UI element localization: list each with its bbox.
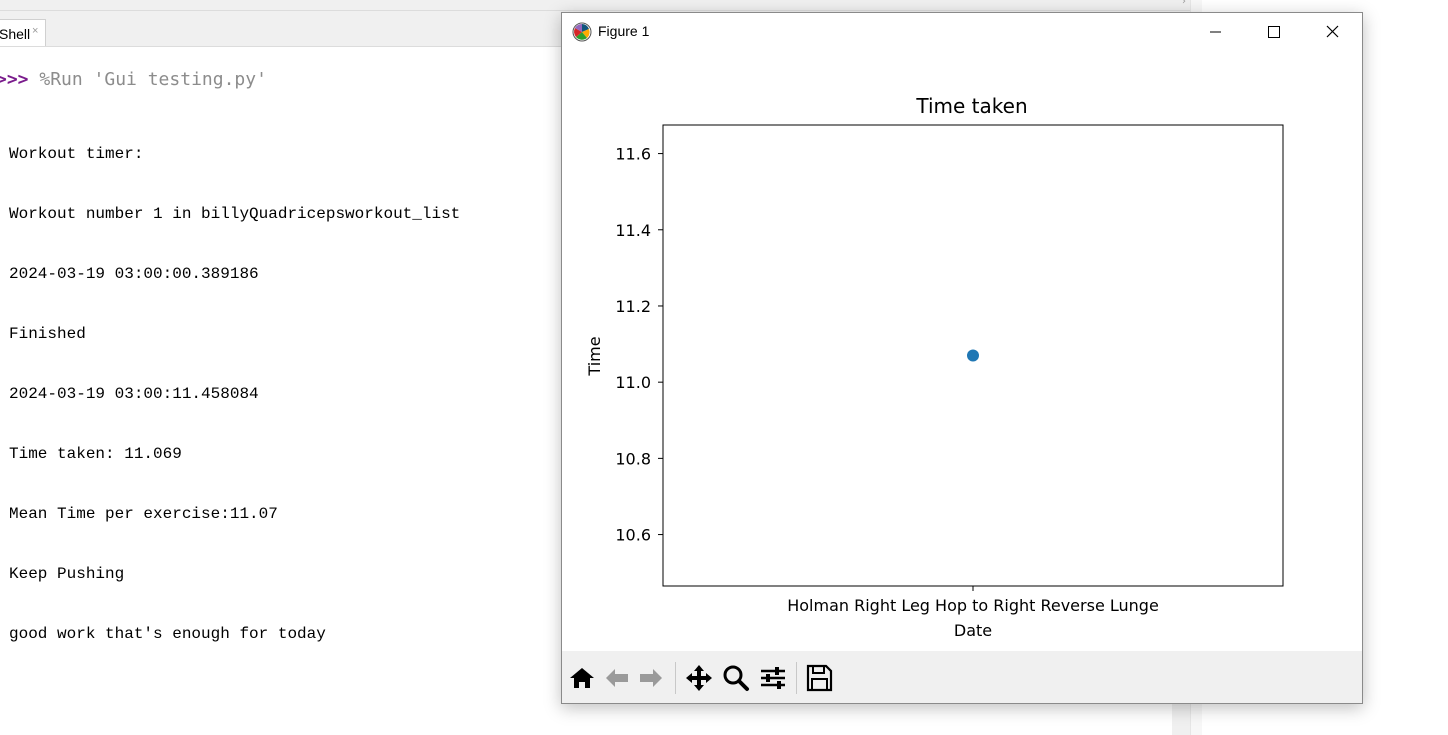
y-tick-label: 11.4 [615,221,651,240]
toolbar-separator [675,662,676,694]
scroll-right-icon[interactable]: › [1182,0,1186,7]
back-arrow-icon[interactable] [602,664,632,692]
shell-output-line: good work that's enough for today [9,625,326,643]
x-axis-label: Date [954,621,992,640]
matplotlib-icon [572,22,592,42]
shell-output-line: Time taken: 11.069 [9,445,182,463]
y-tick-label: 10.8 [615,449,651,468]
shell-command-line: >>> %Run 'Gui testing.py' [0,69,267,90]
chart-title: Time taken [915,94,1027,118]
figure-toolbar [562,651,1362,703]
shell-output-line: Finished [9,325,86,343]
shell-output-line: 2024-03-19 03:00:11.458084 [9,385,259,403]
save-icon[interactable] [804,664,834,692]
toolbar-separator [796,662,797,694]
y-tick-label: 11.6 [615,145,651,164]
subplots-config-icon[interactable] [758,664,788,692]
zoom-icon[interactable] [721,664,751,692]
shell-output-line: 2024-03-19 03:00:00.389186 [9,265,259,283]
x-tick-label: Holman Right Leg Hop to Right Reverse Lu… [787,596,1159,615]
shell-output: Workout timer: Workout number 1 in billy… [9,104,460,684]
y-axis-label: Time [585,336,604,376]
tab-close-icon[interactable]: × [32,25,39,37]
tab-shell[interactable]: Shell × [0,19,46,46]
shell-prompt: >>> [0,69,29,90]
forward-arrow-icon[interactable] [636,664,666,692]
shell-output-line: Workout number 1 in billyQuadricepsworko… [9,205,461,223]
figure-title: Figure 1 [598,23,650,39]
shell-output-line: Workout timer: [9,145,144,163]
close-icon[interactable] [1303,13,1361,51]
pan-icon[interactable] [684,664,714,692]
data-point [967,349,979,362]
tab-shell-label: Shell [0,26,31,42]
scatter-series [967,349,979,362]
home-icon[interactable] [567,664,597,692]
minimize-icon[interactable] [1186,13,1244,51]
maximize-icon[interactable] [1244,13,1302,51]
y-tick-label: 10.6 [615,526,651,545]
x-axis: Holman Right Leg Hop to Right Reverse Lu… [787,586,1159,615]
y-tick-label: 11.0 [615,373,651,392]
y-axis: 10.6 10.8 11.0 11.2 11.4 11.6 [615,145,663,545]
shell-output-line: Keep Pushing [9,565,125,583]
figure-canvas[interactable]: Time taken 10.6 10.8 11.0 11.2 11.4 11.6 Holm… [562,51,1362,651]
y-tick-label: 11.2 [615,297,651,316]
figure-titlebar[interactable]: Figure 1 [562,13,1362,51]
shell-output-line: Mean Time per exercise:11.07 [9,505,278,523]
figure-window: Figure 1 Time taken 10.6 10.8 11.0 11.2 11.4… [561,12,1363,704]
ide-top-strip: › [0,0,1190,11]
shell-command: %Run 'Gui testing.py' [28,69,267,90]
